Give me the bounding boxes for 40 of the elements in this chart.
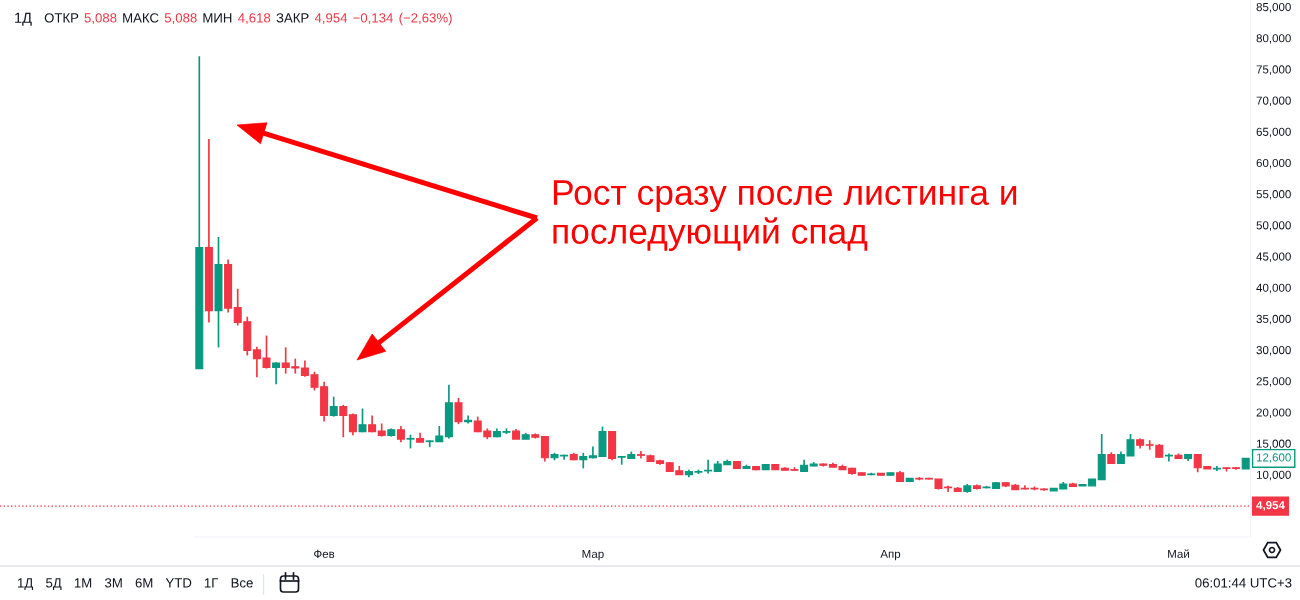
y-tick-label: 85,000 — [1256, 2, 1291, 13]
x-tick-label: Апр — [880, 549, 901, 561]
text: 1Г — [204, 578, 219, 588]
text: 1Д — [15, 12, 32, 26]
x-tick-label: Мар — [582, 549, 604, 561]
text: 5Д — [46, 578, 62, 591]
y-tick-label: 75,000 — [1256, 65, 1291, 75]
text: Все — [231, 578, 253, 588]
y-tick-label: 65,000 — [1256, 127, 1291, 138]
y-tick-label: 70,000 — [1256, 96, 1291, 107]
annotation: 12,600 — [1256, 453, 1291, 463]
x-tick-label: Фев — [314, 549, 335, 558]
candlestick — [339, 403, 348, 439]
candlestick — [454, 397, 463, 425]
y-tick-label: 30,000 — [1256, 346, 1291, 356]
text: 6М — [135, 578, 153, 588]
text: ОТКР 5,088 МАКС 5,088 МИН 4,618 ЗАКР 4,954 −0,134 (−2,63%) — [44, 12, 452, 26]
y-tick-label: 25,000 — [1256, 377, 1291, 387]
text: 3М — [105, 578, 122, 588]
y-tick-label: 35,000 — [1256, 314, 1291, 325]
text: 1М — [74, 578, 92, 588]
text: YTD — [165, 578, 192, 588]
y-tick-label: 50,000 — [1256, 221, 1291, 231]
y-tick-label: 20,000 — [1256, 408, 1291, 418]
y-tick-label: 55,000 — [1256, 190, 1291, 200]
candlestick — [540, 435, 549, 463]
y-tick-label: 10,000 — [1256, 470, 1291, 481]
text: 06:01:44 UTC+3 — [1195, 578, 1292, 588]
x-tick-label: Май — [1168, 549, 1189, 558]
y-tick-label: 40,000 — [1256, 283, 1291, 294]
candlestick — [329, 395, 338, 418]
annotation: Рост сразу после листинга и последующий спад — [553, 180, 1017, 251]
y-tick-label: 80,000 — [1256, 34, 1291, 44]
y-tick-label: 45,000 — [1256, 252, 1291, 262]
ref-line-label: 4,954 — [1256, 501, 1285, 511]
y-tick-label: 15,000 — [1256, 439, 1291, 450]
candlestick — [272, 361, 281, 386]
text: 1Д — [18, 578, 34, 591]
y-tick-label: 60,000 — [1256, 158, 1291, 169]
candlestick — [1164, 452, 1173, 463]
